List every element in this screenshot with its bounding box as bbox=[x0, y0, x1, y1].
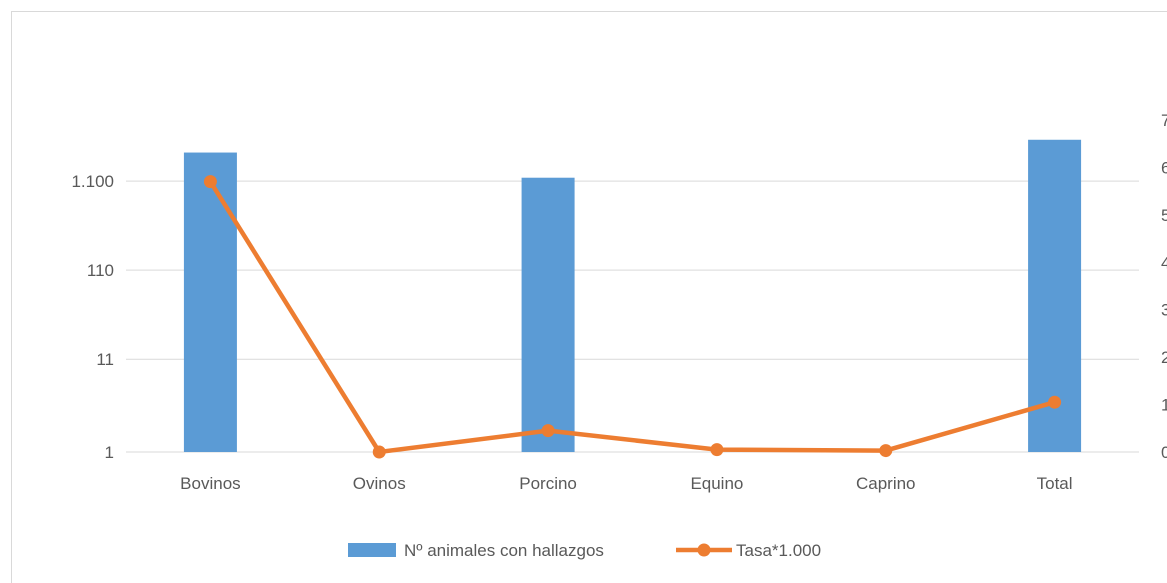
bars bbox=[183, 139, 1082, 453]
x-axis-tick-label: Porcino bbox=[519, 474, 577, 493]
legend-swatch-bar bbox=[348, 543, 396, 557]
rate-point-porcino bbox=[541, 424, 555, 438]
rate-line bbox=[203, 175, 1062, 459]
x-axis-tick-label: Equino bbox=[690, 474, 743, 493]
right-axis-tick-label: 1 bbox=[1161, 396, 1167, 415]
x-axis-tick-label: Ovinos bbox=[353, 474, 406, 493]
gridlines bbox=[126, 180, 1139, 453]
right-axis-tick-label: 0 bbox=[1161, 443, 1167, 462]
left-axis-tick-label: 1.100 bbox=[71, 172, 114, 191]
rate-point-equino bbox=[710, 443, 724, 457]
right-axis-tick-label: 6 bbox=[1161, 158, 1167, 177]
left-axis-tick-label: 1 bbox=[105, 443, 114, 462]
legend: Nº animales con hallazgos Tasa*1.000 bbox=[348, 541, 821, 560]
left-axis-tick-label: 110 bbox=[87, 261, 114, 280]
right-axis-tick-label: 4 bbox=[1161, 253, 1167, 272]
right-axis-tick-label: 5 bbox=[1161, 206, 1167, 225]
legend-label-bar: Nº animales con hallazgos bbox=[404, 541, 604, 560]
rate-point-ovinos bbox=[372, 445, 386, 459]
rate-point-bovinos bbox=[203, 175, 217, 189]
x-axis-tick-label: Bovinos bbox=[180, 474, 240, 493]
legend-label-line: Tasa*1.000 bbox=[736, 541, 821, 560]
right-axis-tick-label: 3 bbox=[1161, 301, 1167, 320]
x-axis-tick-label: Caprino bbox=[856, 474, 916, 493]
left-axis-tick-label: 11 bbox=[96, 350, 114, 369]
right-axis-tick-label: 2 bbox=[1161, 348, 1167, 367]
x-axis-tick-label: Total bbox=[1037, 474, 1073, 493]
rate-point-total bbox=[1048, 395, 1062, 409]
bar-bovinos bbox=[183, 152, 237, 452]
right-axis-tick-label: 7 bbox=[1161, 111, 1167, 130]
legend-swatch-marker bbox=[697, 543, 711, 557]
bar-porcino bbox=[521, 177, 575, 452]
chart-area bbox=[11, 11, 1167, 583]
rate-line-path bbox=[208, 179, 1057, 455]
rate-point-caprino bbox=[879, 444, 893, 458]
